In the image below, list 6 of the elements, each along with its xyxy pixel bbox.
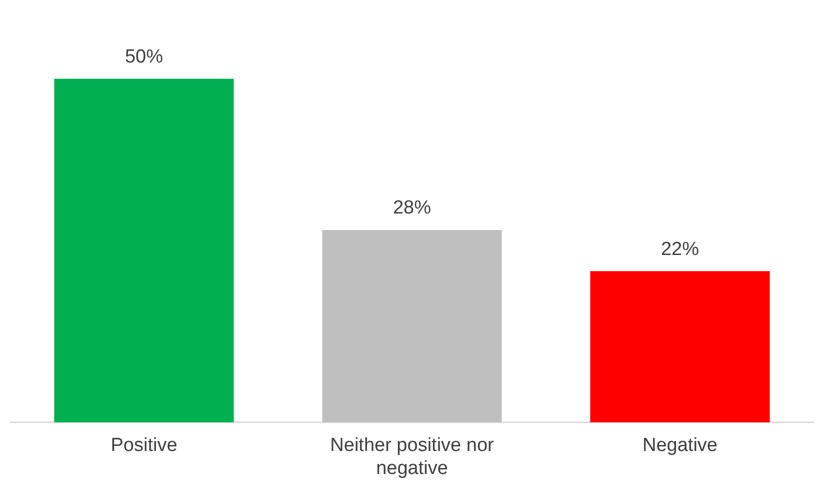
data-label: 50% bbox=[124, 46, 164, 68]
data-label: 22% bbox=[660, 238, 700, 260]
data-label: 28% bbox=[392, 198, 432, 219]
x-tick-label: Positive bbox=[110, 435, 178, 456]
x-tick-label: Negative bbox=[642, 435, 718, 456]
x-tick-label: Neither positive nor negative bbox=[330, 435, 495, 479]
